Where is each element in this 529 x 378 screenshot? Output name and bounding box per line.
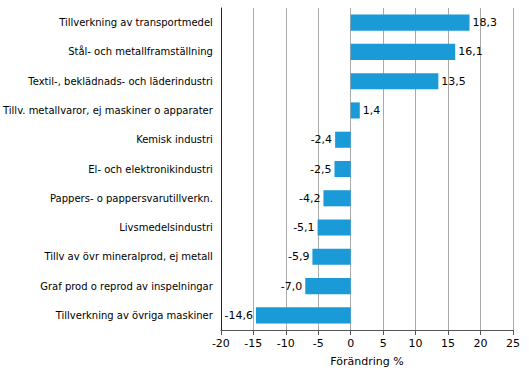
svg-text:Tillverkning av övriga maskine: Tillverkning av övriga maskiner (55, 310, 214, 321)
svg-text:Livsmedelsindustri: Livsmedelsindustri (119, 222, 213, 233)
svg-text:18,3: 18,3 (473, 16, 498, 29)
svg-text:25: 25 (506, 337, 520, 350)
svg-text:Tillverkning av transportmedel: Tillverkning av transportmedel (58, 17, 213, 28)
svg-text:Förändring %: Förändring % (330, 355, 403, 368)
svg-text:10: 10 (409, 337, 423, 350)
svg-text:El- och elektronikindustri: El- och elektronikindustri (88, 164, 213, 175)
svg-text:-7,0: -7,0 (281, 280, 302, 293)
svg-text:1,4: 1,4 (363, 104, 381, 117)
svg-text:Graf prod o reprod av inspelni: Graf prod o reprod av inspelningar (40, 281, 214, 292)
svg-text:-2,5: -2,5 (310, 163, 331, 176)
svg-text:13,5: 13,5 (441, 75, 466, 88)
svg-text:Tillv av övr mineralprod, ej m: Tillv av övr mineralprod, ej metall (43, 251, 212, 262)
svg-text:-5,1: -5,1 (293, 221, 314, 234)
svg-text:-10: -10 (277, 337, 295, 350)
svg-text:Tillv. metallvaror, ej maskine: Tillv. metallvaror, ej maskiner o appara… (2, 105, 214, 116)
svg-text:-20: -20 (212, 337, 230, 350)
svg-text:-14,6: -14,6 (224, 309, 252, 322)
svg-text:-15: -15 (244, 337, 262, 350)
svg-text:0: 0 (347, 337, 354, 350)
svg-text:-5: -5 (313, 337, 324, 350)
svg-text:-2,4: -2,4 (311, 133, 332, 146)
svg-text:Kemisk industri: Kemisk industri (136, 134, 213, 145)
svg-text:Pappers- o pappersvarutillverk: Pappers- o pappersvarutillverkn. (50, 193, 213, 204)
svg-text:15: 15 (441, 337, 455, 350)
svg-text:20: 20 (474, 337, 488, 350)
svg-text:Stål- och metallframställning: Stål- och metallframställning (68, 45, 213, 57)
svg-text:16,1: 16,1 (458, 45, 483, 58)
svg-text:5: 5 (380, 337, 387, 350)
svg-text:-4,2: -4,2 (299, 192, 320, 205)
svg-text:Textil-, beklädnads- och läder: Textil-, beklädnads- och läderindustri (27, 76, 213, 87)
svg-text:-5,9: -5,9 (288, 250, 309, 263)
